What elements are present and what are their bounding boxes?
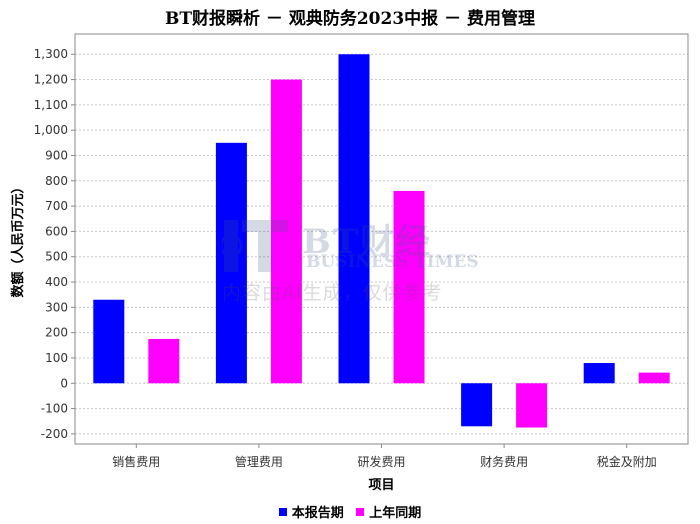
y-tick-label: 800: [45, 174, 68, 188]
bar-prior: [393, 190, 425, 384]
y-tick-label: 500: [45, 250, 68, 264]
y-tick-label: 400: [45, 275, 68, 289]
bar-current: [583, 363, 615, 384]
plot-frame: [74, 33, 689, 445]
bar-prior: [270, 79, 302, 384]
y-tick-label: 0: [60, 376, 68, 390]
y-tick-label: -100: [41, 402, 68, 416]
x-category-label: 税金及附加: [597, 454, 657, 469]
y-tick-label: -200: [41, 427, 68, 441]
bar-current: [215, 142, 247, 384]
bar-prior: [148, 338, 180, 384]
x-category-label: 销售费用: [112, 454, 160, 469]
y-tick-label: 200: [45, 326, 68, 340]
legend-swatch-current: [278, 507, 287, 516]
legend-item-prior: 上年同期: [356, 502, 421, 521]
y-tick-label: 1,000: [34, 123, 68, 137]
y-tick-label: 600: [45, 224, 68, 238]
bars: [93, 54, 670, 428]
x-category-label: 管理费用: [235, 454, 283, 469]
bar-prior: [638, 372, 670, 384]
y-tick-label: 1,300: [34, 47, 68, 61]
legend-item-current: 本报告期: [278, 502, 344, 521]
y-axis-title: 数额（人民币万元）: [10, 180, 26, 297]
y-tick-label: 700: [45, 199, 68, 213]
x-category-label: 研发费用: [357, 454, 405, 469]
bar-current: [93, 299, 125, 384]
legend: 本报告期 上年同期: [0, 502, 700, 521]
chart-title: BT财报瞬析 － 观典防务2023中报 － 费用管理: [164, 9, 535, 29]
legend-label-prior: 上年同期: [369, 506, 422, 521]
x-axis-categories: 销售费用 管理费用 研发费用 财务费用 税金及附加: [112, 444, 657, 469]
x-category-label: 财务费用: [480, 454, 528, 469]
legend-swatch-prior: [356, 507, 365, 516]
bar-current: [461, 383, 493, 427]
bar-current: [338, 54, 370, 384]
bar-prior: [516, 383, 548, 428]
y-tick-label: 300: [45, 300, 68, 314]
y-tick-label: 900: [45, 148, 68, 162]
legend-label-current: 本报告期: [291, 506, 344, 521]
x-axis-title: 项目: [368, 478, 394, 493]
y-axis-ticks: -200 -100 0 100 200 300 400 500 600 700 800 900 1,00…: [34, 47, 75, 441]
y-tick-label: 1,200: [34, 73, 68, 87]
y-tick-label: 1,100: [34, 98, 68, 112]
y-tick-label: 100: [45, 351, 68, 365]
